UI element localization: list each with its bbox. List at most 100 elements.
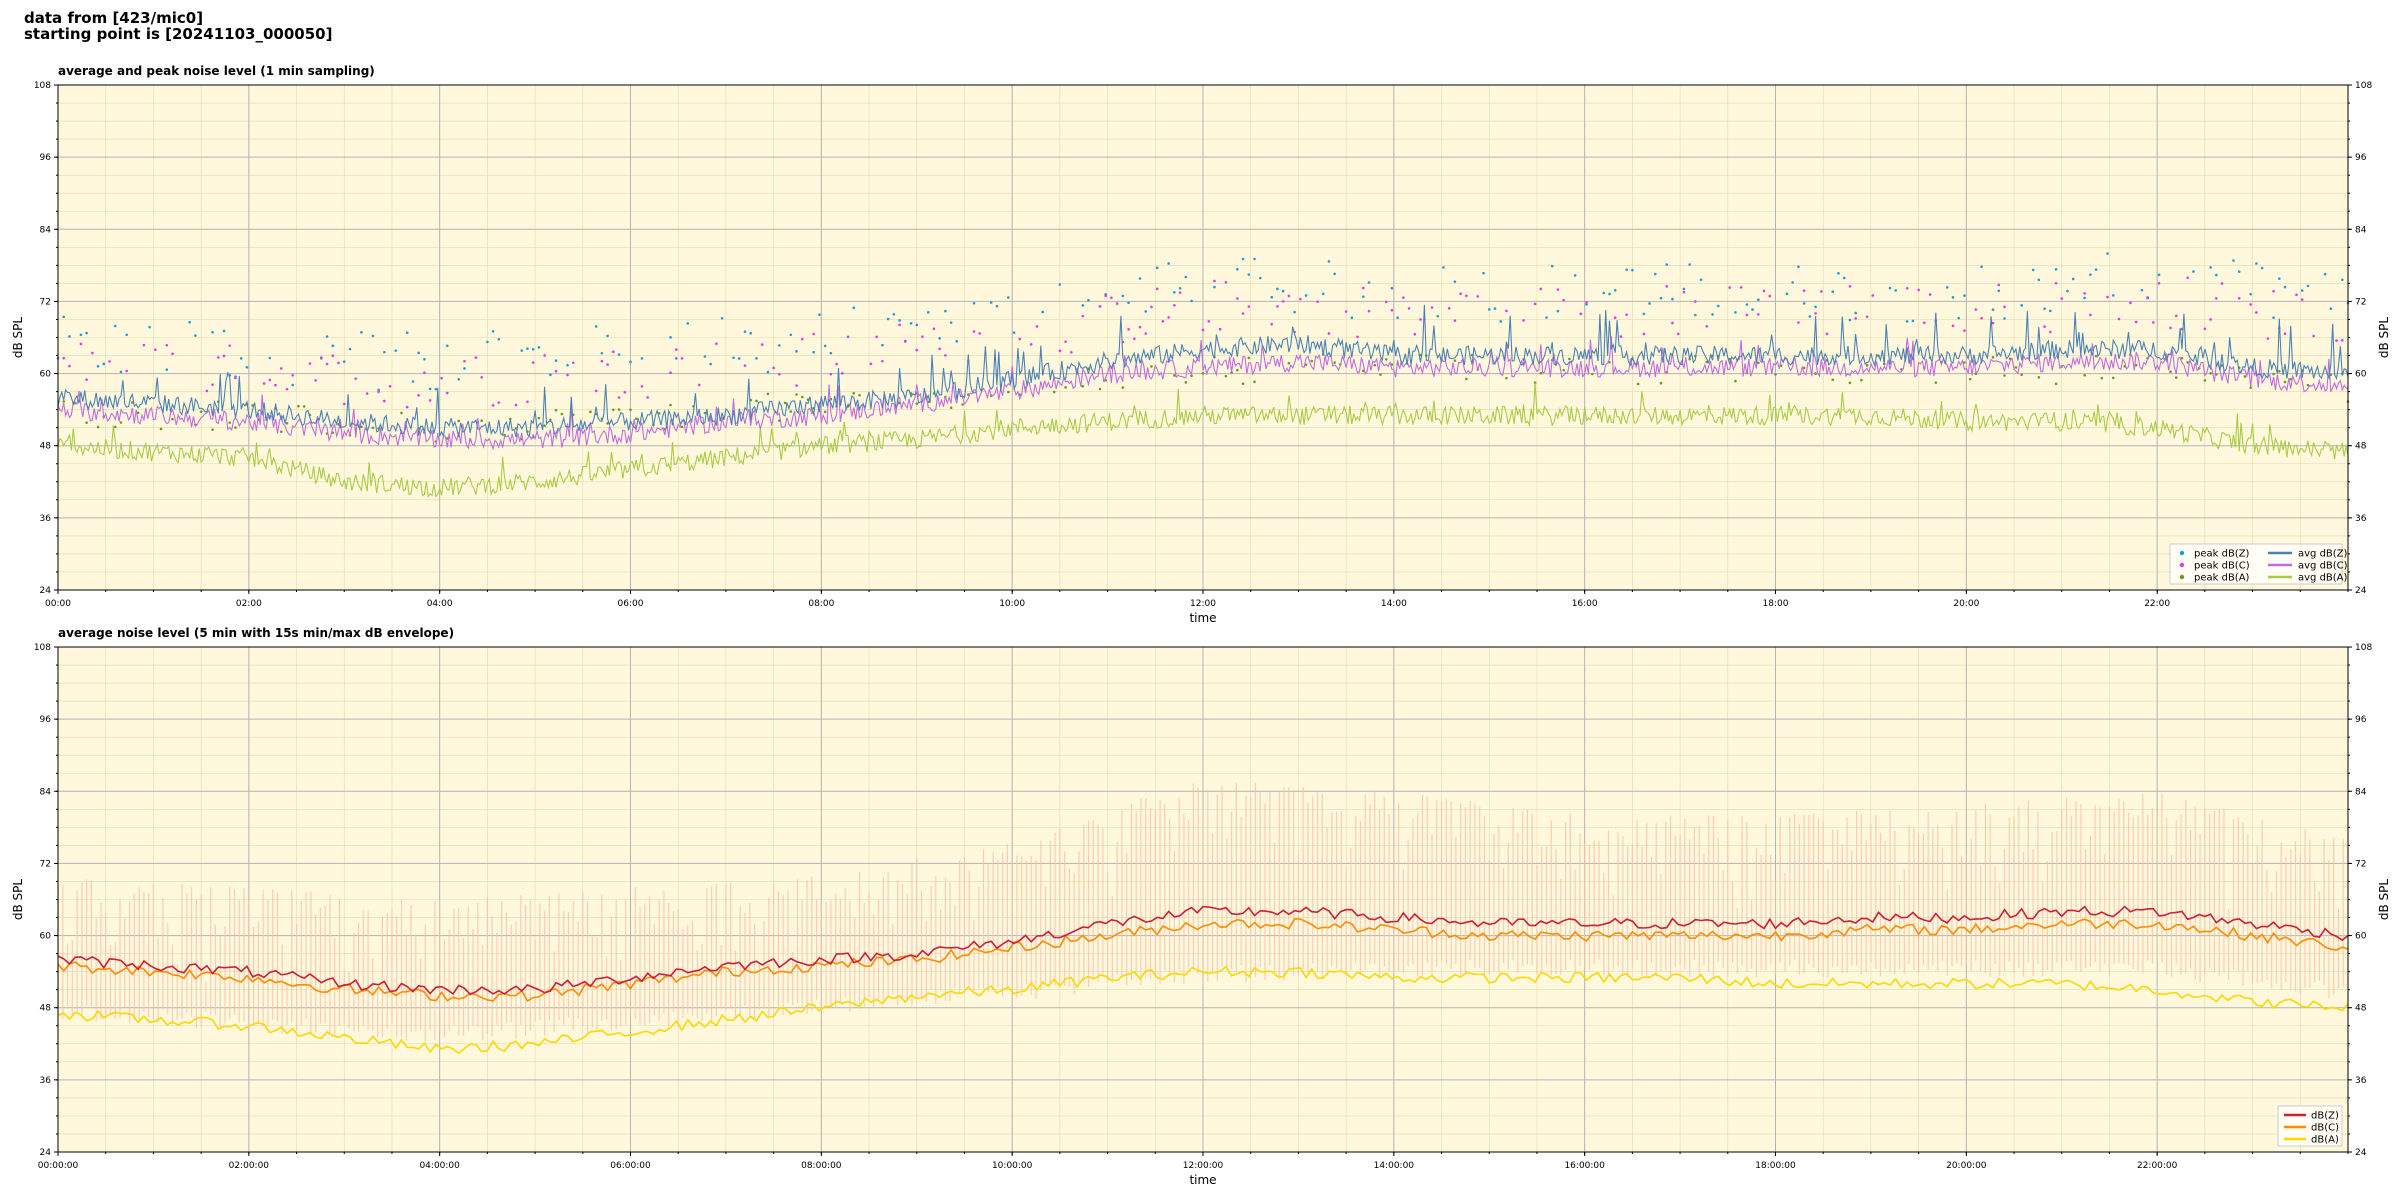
series-db-a-: [57, 965, 2349, 1055]
scatter-point: [297, 404, 300, 408]
legend-marker: [2179, 550, 2185, 556]
legend-label: avg dB(A): [2298, 573, 2348, 584]
scatter-point: [239, 357, 243, 360]
scatter-point: [2255, 262, 2258, 265]
scatter-point: [2232, 259, 2235, 262]
scatter-point: [205, 389, 209, 393]
scatter-point: [1356, 335, 1359, 339]
scatter-point: [571, 361, 575, 365]
scatter-point: [600, 359, 604, 363]
scatter-point: [1253, 380, 1256, 384]
scatter-point: [526, 347, 529, 350]
scatter-point: [1745, 303, 1749, 306]
scatter-point: [2089, 313, 2092, 317]
scatter-point: [1384, 358, 1388, 361]
scatter-point: [1247, 356, 1251, 360]
scatter-point: [617, 408, 621, 411]
scatter-point: [1980, 316, 1983, 320]
x-tick-label: 04:00: [427, 599, 453, 609]
scatter-point: [188, 320, 191, 324]
scatter-point: [1127, 301, 1130, 305]
scatter-point: [1327, 260, 1331, 263]
scatter-point: [68, 335, 71, 338]
scatter-point: [1110, 296, 1113, 300]
scatter-point: [1751, 308, 1754, 311]
scatter-point: [1310, 359, 1314, 363]
scatter-point: [549, 373, 552, 377]
scatter-point: [566, 373, 569, 377]
scatter-point: [2106, 295, 2109, 299]
scatter-point: [1705, 324, 1709, 328]
scatter-point: [978, 332, 982, 335]
scatter-point: [2306, 383, 2310, 387]
scatter-point: [1150, 305, 1153, 309]
scatter-point: [800, 395, 804, 399]
scatter-point: [2140, 288, 2144, 292]
scatter-point: [113, 425, 117, 429]
scatter-point: [1659, 381, 1663, 385]
scatter-point: [1087, 298, 1090, 302]
scatter-point: [1333, 361, 1336, 364]
scatter-point: [1585, 300, 1588, 304]
chart-panel-2: 24 24 36 36 48 48 60 60 72 72 84 84 96 96 108 108 00:00:…: [11, 626, 2391, 1187]
scatter-point: [262, 382, 266, 385]
scatter-point: [1402, 296, 1405, 299]
scatter-point: [1436, 314, 1440, 318]
scatter-point: [1642, 312, 1646, 316]
scatter-point: [1052, 390, 1056, 394]
scatter-point: [1831, 378, 1835, 382]
scatter-point: [1585, 303, 1588, 306]
scatter-point: [1831, 290, 1835, 294]
scatter-point: [955, 340, 959, 343]
scatter-point: [566, 363, 569, 367]
scatter-point: [497, 401, 501, 404]
scatter-point: [709, 362, 712, 366]
scatter-point: [2203, 327, 2207, 331]
scatter-point: [1860, 378, 1863, 382]
scatter-point: [1631, 268, 1634, 272]
scatter-point: [612, 408, 615, 412]
scatter-point: [497, 337, 501, 341]
scatter-point: [417, 351, 420, 355]
scatter-point: [486, 340, 489, 344]
scatter-point: [1236, 267, 1239, 271]
scatter-point: [279, 430, 283, 433]
scatter-point: [1121, 386, 1125, 389]
chart-panel-1: 24 24 36 36 48 48 60 60 72 72 84 84 96 96 108 108 00:00 0…: [11, 64, 2391, 625]
scatter-point: [1945, 286, 1949, 289]
scatter-point: [1213, 285, 1216, 289]
scatter-point: [2300, 298, 2304, 301]
scatter-point: [1430, 306, 1434, 309]
scatter-point: [1642, 332, 1646, 336]
scatter-point: [1974, 372, 1978, 376]
scatter-point: [1928, 293, 1932, 296]
scatter-point: [520, 349, 524, 352]
scatter-point: [1465, 377, 1468, 381]
scatter-point: [898, 323, 901, 327]
scatter-point: [268, 378, 272, 382]
scatter-point: [85, 331, 88, 335]
scatter-point: [325, 335, 329, 338]
header-source: data from [423/mic0]: [24, 9, 204, 27]
scatter-point: [1802, 366, 1806, 370]
scatter-point: [1676, 332, 1680, 336]
y-tick-label-right: 72: [2355, 297, 2366, 307]
scatter-point: [2146, 296, 2149, 300]
scatter-point: [1659, 296, 1663, 300]
scatter-point: [560, 412, 564, 416]
scatter-point: [749, 331, 753, 335]
scatter-point: [268, 356, 272, 360]
scatter-point: [703, 411, 707, 415]
scatter-point: [119, 421, 123, 424]
scatter-point: [142, 343, 146, 347]
scatter-point: [474, 356, 478, 359]
scatter-point: [2003, 374, 2006, 377]
scatter-point: [1121, 294, 1125, 298]
scatter-point: [1837, 272, 1840, 275]
scatter-point: [766, 392, 770, 396]
scatter-point: [1505, 309, 1508, 313]
scatter-point: [1562, 368, 1565, 372]
scatter-point: [646, 396, 649, 399]
scatter-point: [1453, 319, 1457, 322]
scatter-point: [1058, 349, 1062, 353]
